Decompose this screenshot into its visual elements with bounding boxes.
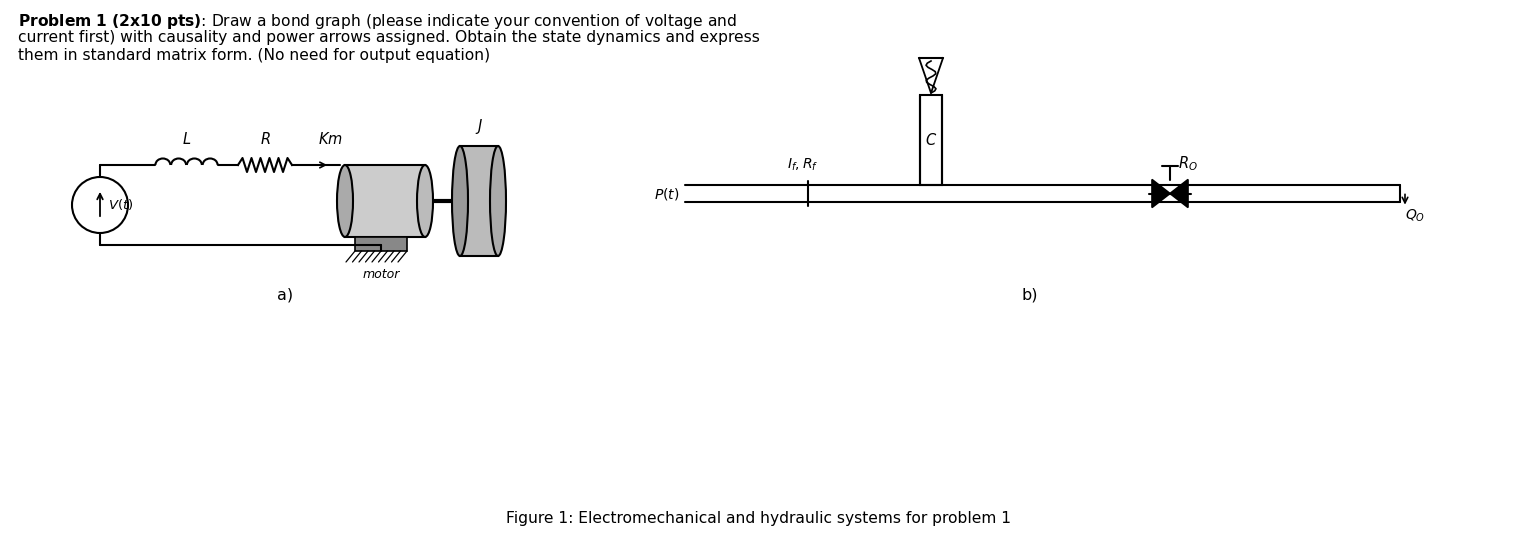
Circle shape <box>71 177 128 233</box>
Bar <box>460 146 498 256</box>
Text: b): b) <box>1022 287 1038 302</box>
Polygon shape <box>1152 179 1170 207</box>
Bar <box>355 237 407 251</box>
Ellipse shape <box>337 165 354 237</box>
Ellipse shape <box>452 146 468 256</box>
Text: $L$: $L$ <box>182 131 191 147</box>
Text: $C$: $C$ <box>924 132 937 148</box>
Text: Figure 1: Electromechanical and hydraulic systems for problem 1: Figure 1: Electromechanical and hydrauli… <box>507 511 1011 526</box>
Text: a): a) <box>276 287 293 302</box>
Text: $Km$: $Km$ <box>317 131 343 147</box>
Text: $V(t)$: $V(t)$ <box>108 198 134 213</box>
Text: motor: motor <box>363 268 399 281</box>
Ellipse shape <box>417 165 433 237</box>
Text: current first) with causality and power arrows assigned. Obtain the state dynami: current first) with causality and power … <box>18 30 761 45</box>
Bar <box>345 165 425 237</box>
Text: $\mathbf{Problem\ 1\ (2x10\ pts)}$: Draw a bond graph (please indicate your conv: $\mathbf{Problem\ 1\ (2x10\ pts)}$: Draw… <box>18 12 736 31</box>
Text: $R_O$: $R_O$ <box>1178 154 1198 173</box>
Text: $J$: $J$ <box>475 117 483 136</box>
Text: $R$: $R$ <box>260 131 270 147</box>
Text: $Q_O$: $Q_O$ <box>1406 207 1425 224</box>
Bar <box>920 95 943 185</box>
Text: $I_f, R_f$: $I_f, R_f$ <box>786 157 818 173</box>
Polygon shape <box>1170 179 1189 207</box>
Text: them in standard matrix form. (No need for output equation): them in standard matrix form. (No need f… <box>18 48 490 63</box>
Text: $P(t)$: $P(t)$ <box>654 186 679 201</box>
Ellipse shape <box>490 146 505 256</box>
